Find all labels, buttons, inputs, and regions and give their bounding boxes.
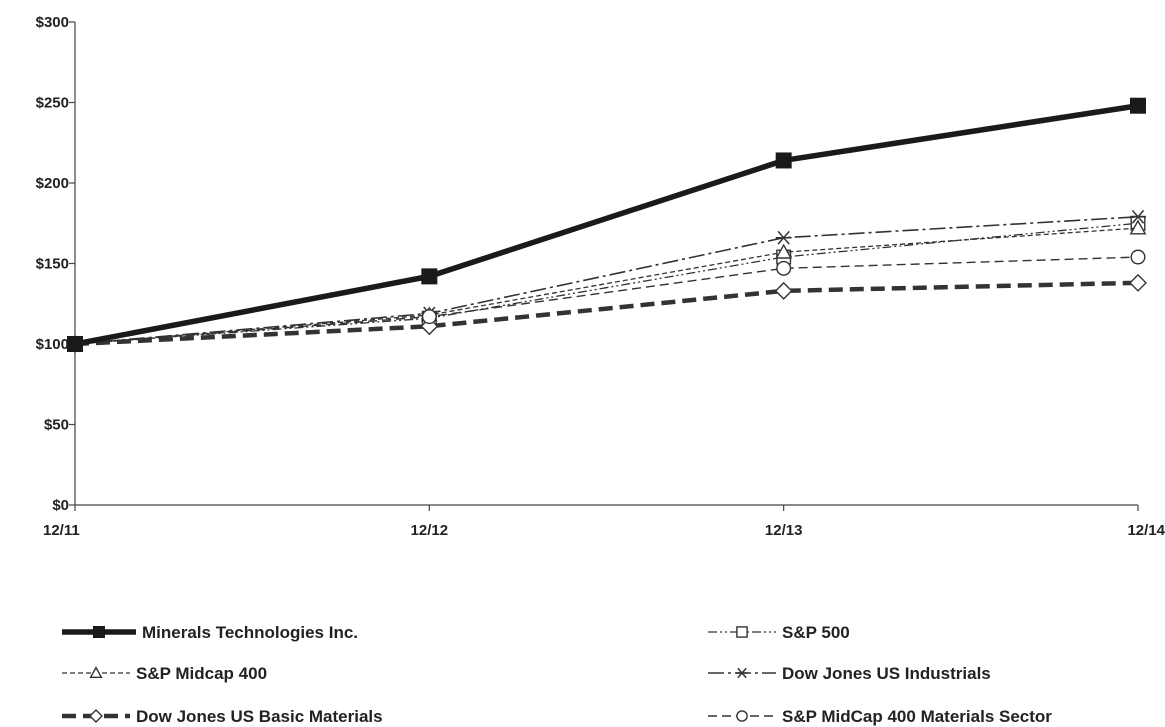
legend: Minerals Technologies Inc. S&P 500 S&P Mid…: [62, 623, 1052, 726]
legend-label: Dow Jones US Basic Materials: [136, 707, 383, 726]
series-line: [74, 222, 1139, 345]
series-line: [74, 256, 1139, 345]
marker-open-circle: [1130, 249, 1146, 265]
marker-asterisk-stroke: [777, 230, 790, 245]
marker-open-circle: [421, 309, 437, 325]
legend-item-2: S&P Midcap 400: [62, 664, 267, 683]
marker-open-triangle: [89, 666, 103, 679]
legend-item-4: Dow Jones US Basic Materials: [62, 707, 383, 726]
series-0: [67, 97, 1146, 352]
y-tick-label: $200: [36, 175, 69, 192]
marker-filled-square: [1130, 97, 1146, 114]
legend-item-1: S&P 500: [708, 623, 850, 642]
legend-label: Dow Jones US Industrials: [782, 664, 991, 683]
series-4: [66, 273, 1147, 353]
chart-axes: $0 $50 $100 $150 $200 $250 $300 12/11 12/12 12/13…: [36, 14, 1165, 539]
x-tick-label: 12/12: [411, 522, 449, 539]
x-tick-label: 12/13: [765, 522, 803, 539]
marker-open-diamond: [774, 281, 793, 300]
marker-open-square: [736, 626, 748, 638]
marker-asterisk-stroke: [737, 667, 747, 679]
y-tick-label: $50: [44, 417, 69, 434]
series-line: [74, 103, 1139, 347]
x-tick-label: 12/14: [1127, 522, 1165, 539]
legend-item-0: Minerals Technologies Inc.: [62, 623, 358, 642]
marker-open-circle: [736, 710, 748, 722]
legend-item-3: Dow Jones US Industrials: [708, 664, 991, 683]
y-tick-label: $250: [36, 95, 69, 112]
legend-label: S&P MidCap 400 Materials Sector: [782, 707, 1052, 726]
marker-filled-square: [93, 626, 105, 638]
legend-item-5: S&P MidCap 400 Materials Sector: [708, 707, 1052, 726]
marker-open-diamond: [1129, 273, 1147, 292]
marker-filled-square: [775, 152, 792, 169]
series-line: [74, 280, 1139, 347]
legend-label: Minerals Technologies Inc.: [142, 623, 358, 642]
series-line: [74, 216, 1139, 345]
legend-label: S&P 500: [782, 623, 850, 642]
marker-filled-square: [67, 336, 83, 352]
y-tick-label: $0: [52, 497, 69, 514]
series-layer: [66, 97, 1147, 353]
x-tick-label: 12/11: [43, 522, 80, 539]
marker-open-diamond: [89, 709, 103, 723]
y-tick-label: $100: [36, 336, 69, 353]
y-tick-label: $300: [36, 14, 69, 31]
series-3: [67, 209, 1146, 351]
marker-open-triangle: [775, 243, 793, 259]
marker-open-circle: [776, 260, 792, 276]
marker-open-triangle: [1129, 219, 1147, 235]
marker-asterisk-stroke: [1131, 209, 1145, 224]
legend-label: S&P Midcap 400: [136, 664, 267, 683]
series-line: [74, 227, 1139, 345]
y-tick-label: $150: [36, 256, 69, 273]
marker-filled-square: [421, 268, 438, 285]
